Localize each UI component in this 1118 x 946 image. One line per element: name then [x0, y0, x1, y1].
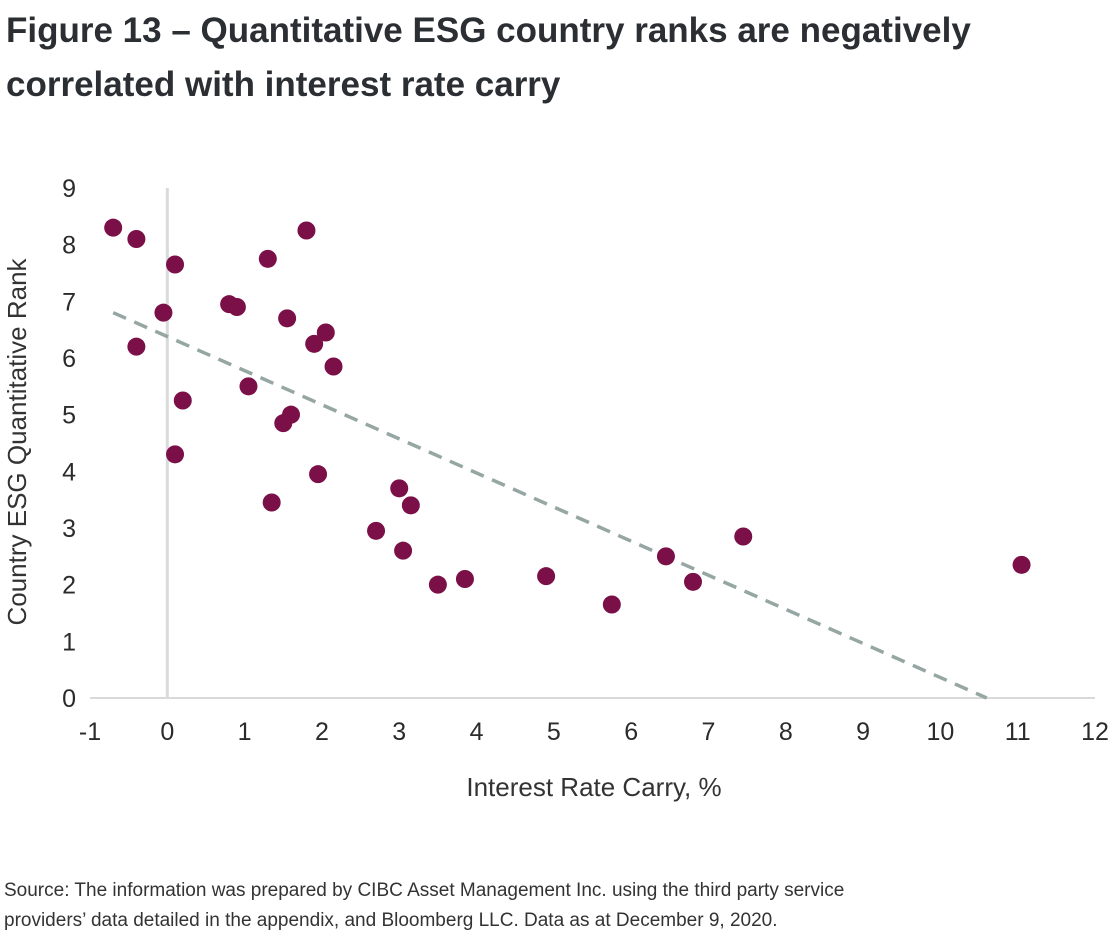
data-point: [316, 323, 335, 342]
data-point: [239, 377, 258, 396]
data-point: [104, 218, 123, 237]
data-point: [166, 445, 185, 464]
y-tick-label: 3: [62, 515, 76, 543]
data-point: [324, 357, 343, 376]
chart-title: Figure 13 – Quantitative ESG country ran…: [6, 4, 1106, 112]
chart-title-line-2: correlated with interest rate carry: [6, 65, 561, 104]
x-tick-label: 1: [238, 718, 252, 746]
data-point: [305, 334, 324, 353]
x-tick-label: 6: [624, 718, 638, 746]
data-point: [684, 572, 702, 591]
y-tick-label: 2: [62, 572, 76, 600]
y-tick-label: 8: [62, 232, 76, 260]
data-point: [394, 541, 413, 560]
y-tick-label: 6: [62, 345, 76, 373]
source-note: Source: The information was prepared by …: [4, 876, 1104, 936]
y-axis-label: Country ESG Quantitative Rank: [2, 257, 32, 625]
y-tick-label: 0: [62, 685, 76, 713]
source-line-1: Source: The information was prepared by …: [4, 880, 845, 901]
data-point: [428, 575, 447, 594]
y-tick-labels: 0 1 2 3 4 5 6 7 8 9: [62, 175, 76, 713]
data-point: [734, 527, 753, 546]
data-point: [258, 249, 277, 268]
data-point: [537, 567, 556, 586]
x-tick-label: 3: [392, 718, 406, 746]
data-points: [104, 218, 1031, 614]
y-tick-label: 1: [62, 628, 76, 656]
data-point: [1012, 555, 1031, 574]
x-tick-label: 4: [470, 718, 484, 746]
data-point: [602, 595, 621, 614]
y-tick-label: 4: [62, 458, 76, 486]
data-point: [309, 465, 328, 484]
data-point: [173, 391, 192, 410]
data-point: [367, 521, 386, 540]
x-tick-label: 12: [1081, 718, 1109, 746]
data-point: [278, 309, 297, 328]
x-axis-label: Interest Rate Carry, %: [466, 772, 721, 802]
y-tick-label: 5: [62, 402, 76, 430]
data-point: [455, 570, 474, 588]
data-point: [656, 547, 675, 566]
y-tick-label: 9: [62, 175, 76, 203]
data-point: [262, 493, 281, 512]
data-point: [297, 221, 316, 240]
x-tick-label: 11: [1005, 718, 1031, 746]
data-point: [127, 230, 146, 248]
x-tick-label: 0: [160, 718, 174, 746]
data-point: [166, 255, 185, 274]
source-line-2: providers’ data detailed in the appendix…: [4, 910, 778, 931]
x-tick-label: 9: [856, 718, 870, 746]
y-tick-label: 7: [62, 288, 76, 316]
plot-area: [90, 188, 1095, 700]
data-point: [282, 405, 300, 424]
x-tick-label: 2: [315, 718, 329, 746]
trend-line: [112, 311, 988, 700]
data-point: [401, 496, 420, 515]
data-point: [227, 298, 246, 316]
x-tick-label: 7: [702, 718, 716, 746]
chart-title-line-1: Figure 13 – Quantitative ESG country ran…: [6, 11, 971, 50]
data-point: [154, 303, 173, 322]
x-tick-labels: -1 0 1 2 3 4 5 6 7 8 9 10 11 12: [79, 718, 1109, 746]
data-point: [390, 479, 409, 498]
data-point: [127, 337, 146, 356]
x-tick-label: 10: [926, 718, 954, 746]
x-tick-label: 8: [779, 718, 793, 746]
x-tick-label: 5: [547, 718, 561, 746]
x-tick-label: -1: [79, 718, 101, 746]
